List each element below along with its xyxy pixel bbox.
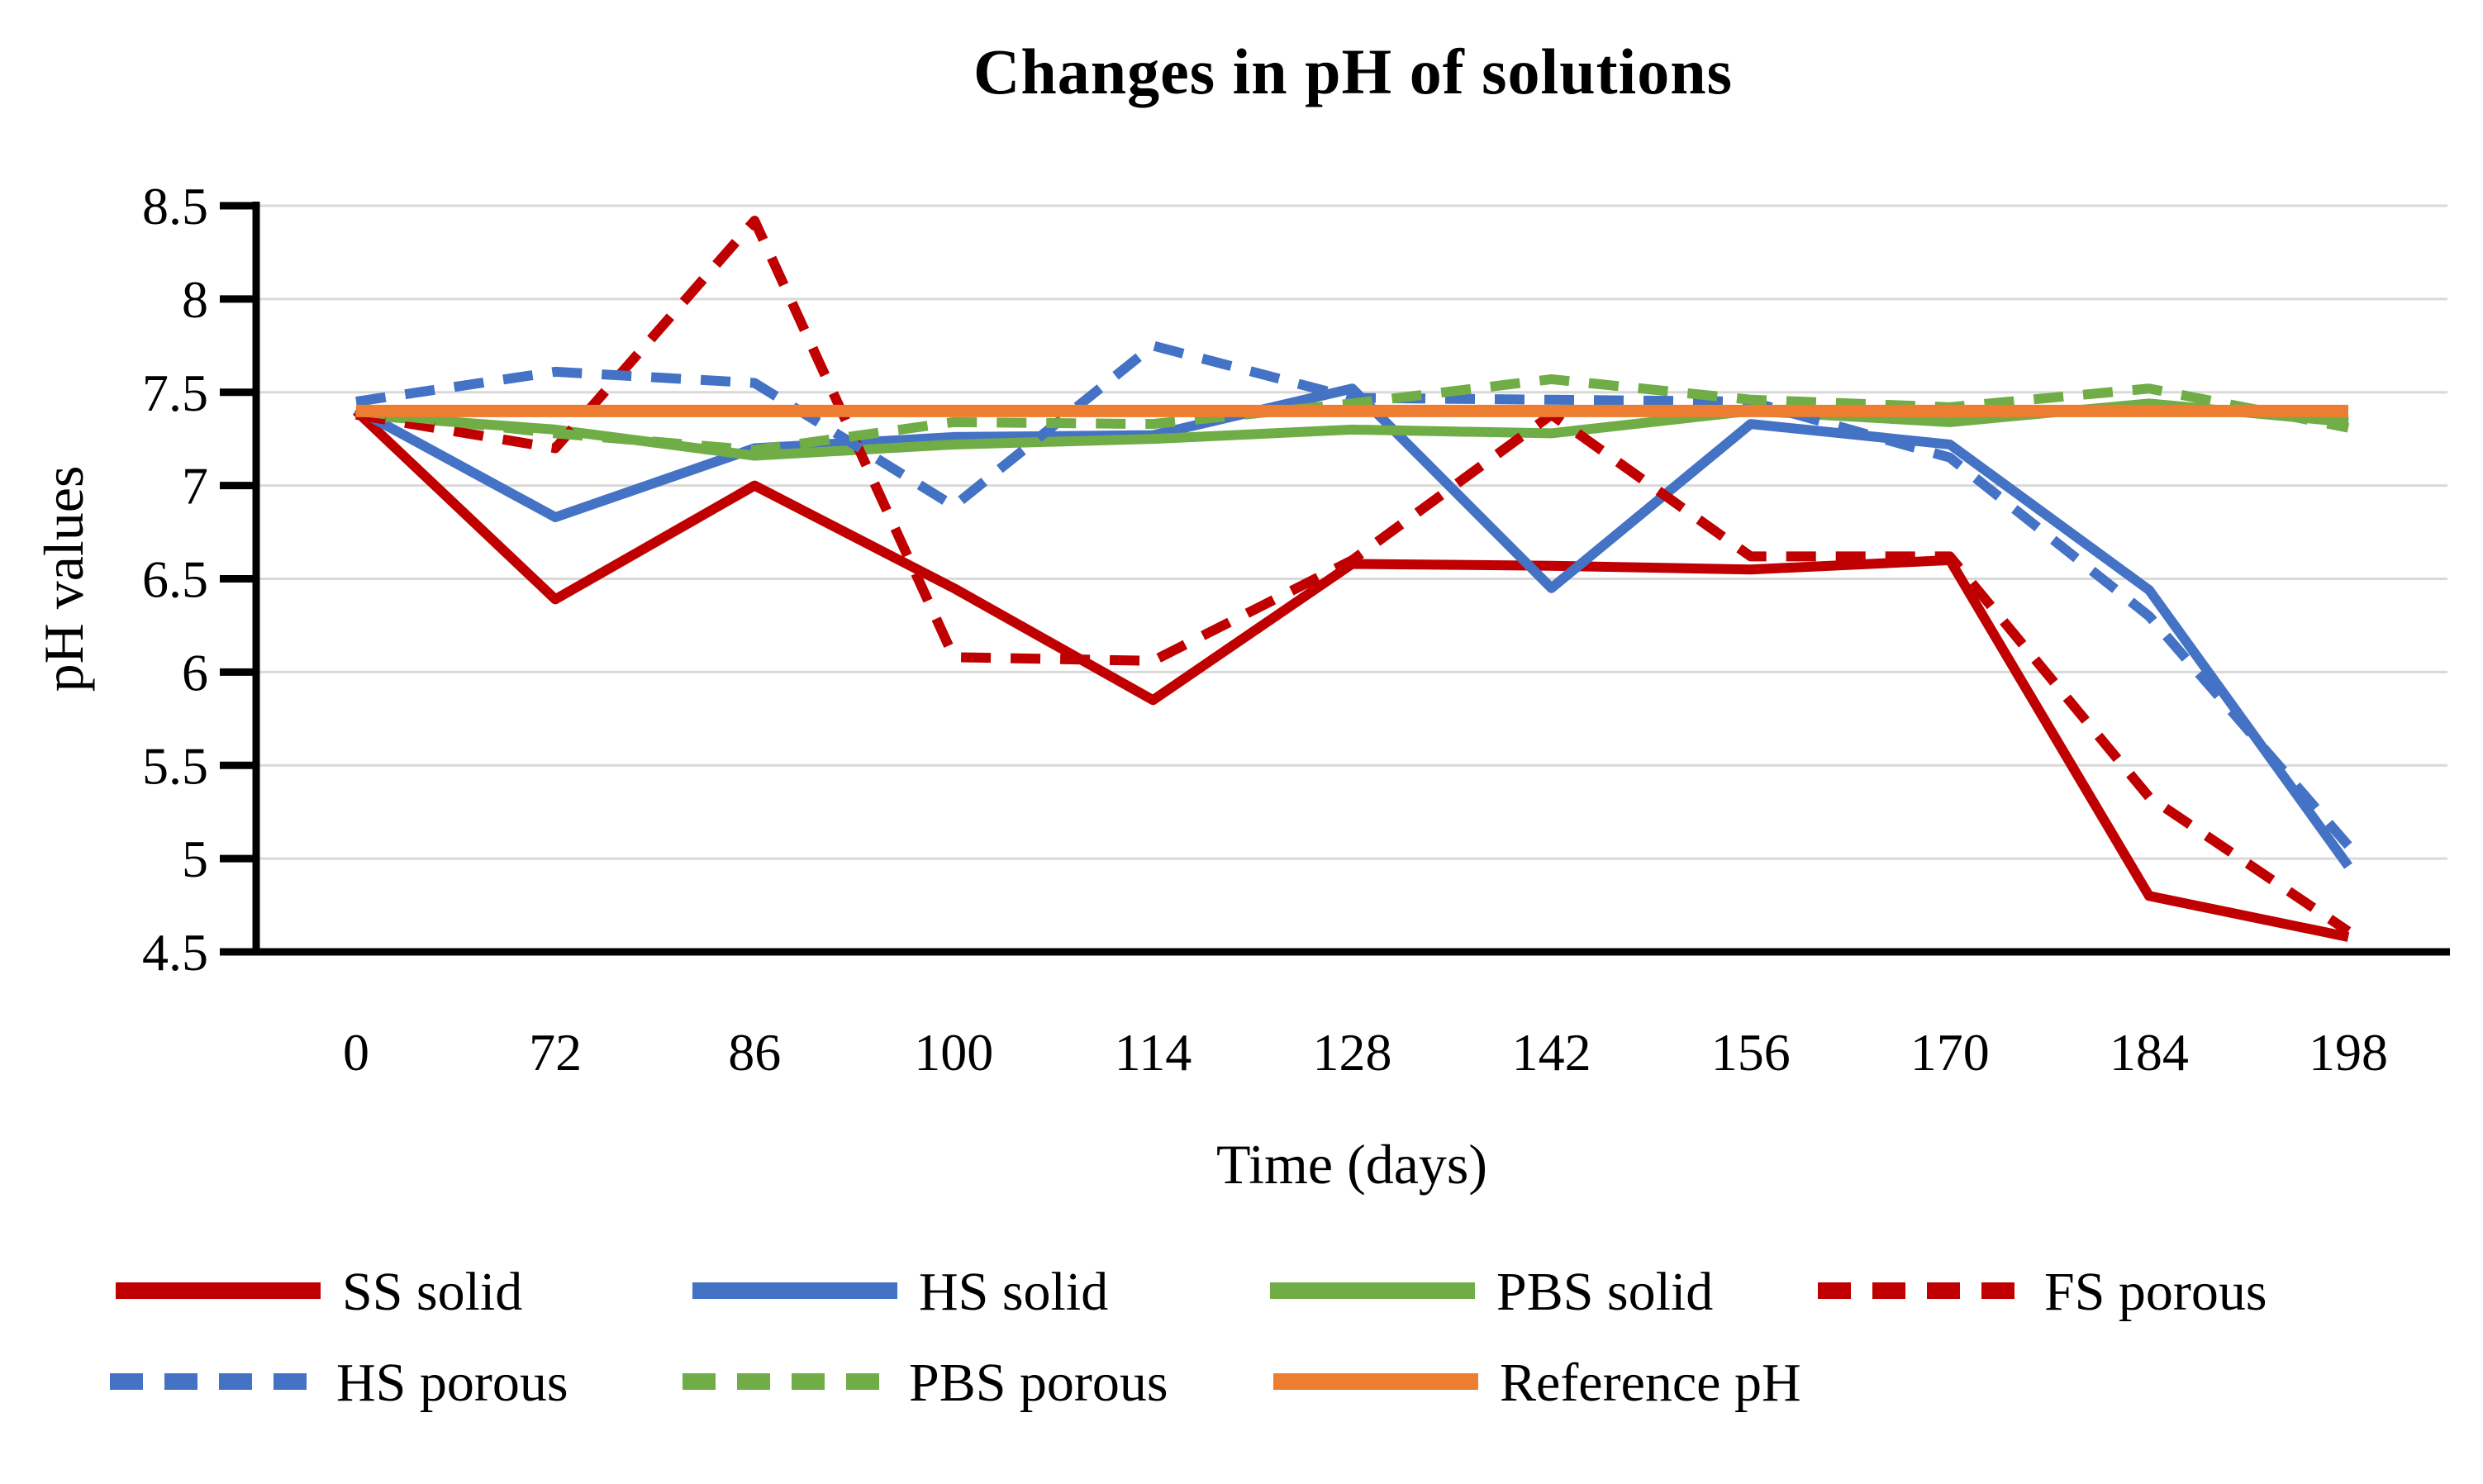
y-axis-title: pH values xyxy=(32,466,95,692)
series-line-pbs-porous xyxy=(355,373,2350,455)
x-tick-label: 170 xyxy=(1910,1023,1990,1082)
x-tick-label: 198 xyxy=(2309,1023,2388,1082)
series-line-hs-solid xyxy=(354,383,2352,869)
y-tick-label: 8 xyxy=(182,270,208,329)
y-tick-label: 7.5 xyxy=(142,364,208,422)
x-tick-label: 156 xyxy=(1711,1023,1791,1082)
y-tick-label: 8.5 xyxy=(142,177,208,235)
legend-label-fs-porous: FS porous xyxy=(2044,1262,2267,1322)
legend-label-reference-ph: Reference pH xyxy=(1500,1353,1801,1413)
y-tick-label: 6 xyxy=(182,643,208,702)
y-tick-label: 5 xyxy=(182,830,208,888)
legend-label-hs-solid: HS solid xyxy=(919,1262,1108,1322)
x-axis-title: Time (days) xyxy=(1216,1133,1487,1196)
y-tick-label: 7 xyxy=(182,457,208,516)
series-line-hs-porous xyxy=(355,340,2352,849)
x-tick-label: 0 xyxy=(343,1023,369,1082)
y-tick-label: 5.5 xyxy=(142,736,208,795)
x-tick-label: 114 xyxy=(1115,1023,1192,1082)
y-tick-label: 4.5 xyxy=(142,923,208,982)
legend-label-pbs-porous: PBS porous xyxy=(909,1353,1168,1413)
x-tick-label: 72 xyxy=(529,1023,582,1082)
chart-title: Changes in pH of solutions xyxy=(973,36,1733,107)
x-tick-label: 128 xyxy=(1313,1023,1392,1082)
series-line-fs-porous xyxy=(355,216,2352,936)
x-tick-label: 100 xyxy=(914,1023,993,1082)
x-tick-label: 86 xyxy=(728,1023,781,1082)
legend-label-hs-porous: HS porous xyxy=(336,1353,568,1413)
x-tick-label: 184 xyxy=(2110,1023,2189,1082)
y-tick-label: 6.5 xyxy=(142,550,208,609)
legend-label-pbs-solid: PBS solid xyxy=(1496,1262,1713,1322)
x-tick-label: 142 xyxy=(1512,1023,1591,1082)
legend-label-ss-solid: SS solid xyxy=(342,1262,522,1322)
